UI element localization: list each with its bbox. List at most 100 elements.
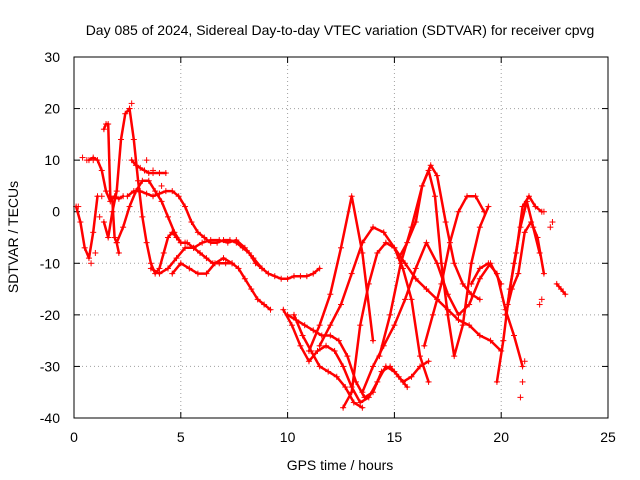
data-point — [128, 157, 135, 164]
data-point — [562, 291, 569, 298]
data-point — [511, 332, 518, 339]
data-point — [100, 219, 107, 226]
data-point — [288, 322, 295, 329]
data-point — [194, 229, 201, 236]
data-point — [338, 301, 344, 308]
data-point — [536, 249, 543, 256]
data-point — [412, 265, 419, 272]
data-point — [519, 363, 526, 370]
data-point — [184, 239, 191, 246]
data-point — [365, 280, 372, 287]
data-point — [376, 353, 383, 360]
series-track-1 — [74, 194, 99, 260]
data-point — [325, 368, 332, 375]
data-point — [109, 198, 116, 205]
data-point — [468, 280, 475, 287]
data-point — [530, 224, 537, 231]
series-track-3 — [102, 107, 187, 275]
data-point — [152, 188, 159, 195]
x-tick-label: 25 — [600, 429, 616, 445]
y-tick-label: -20 — [40, 307, 60, 323]
data-point — [553, 280, 560, 287]
data-point — [141, 167, 148, 174]
scatter-point — [96, 213, 103, 220]
data-point — [464, 193, 471, 200]
data-point — [444, 311, 451, 318]
data-point — [203, 270, 210, 277]
data-point — [122, 110, 129, 117]
data-point — [421, 342, 428, 349]
data-point — [291, 311, 298, 318]
data-point — [293, 317, 300, 324]
data-point — [357, 322, 364, 329]
data-point — [105, 121, 112, 128]
x-tick-label: 10 — [280, 429, 296, 445]
data-markers — [73, 100, 569, 411]
data-point — [395, 373, 402, 380]
data-point — [297, 342, 304, 349]
data-point — [331, 347, 338, 354]
data-point — [511, 260, 518, 267]
scatter-point — [92, 249, 99, 256]
data-point — [455, 208, 462, 215]
data-point — [323, 342, 330, 349]
data-point — [120, 224, 127, 231]
data-point — [502, 306, 509, 313]
data-point — [156, 270, 163, 277]
data-point — [525, 193, 532, 200]
data-series — [74, 107, 567, 409]
data-point — [357, 399, 364, 406]
data-point — [186, 265, 193, 272]
y-tick-label: 20 — [44, 101, 60, 117]
data-point — [350, 399, 357, 406]
x-tick-label: 5 — [177, 429, 185, 445]
data-point — [498, 280, 505, 287]
data-point — [425, 378, 432, 385]
data-point — [446, 239, 453, 246]
data-point — [335, 337, 342, 344]
data-point — [476, 224, 483, 231]
data-point — [147, 265, 154, 272]
data-point — [348, 193, 355, 200]
series-track-9 — [171, 256, 234, 275]
data-point — [515, 270, 522, 277]
data-point — [370, 363, 377, 370]
data-point — [444, 291, 451, 298]
data-point — [169, 188, 176, 195]
data-point — [98, 167, 105, 174]
data-point — [374, 378, 381, 385]
data-point — [370, 224, 377, 231]
data-point — [397, 260, 404, 267]
data-point — [132, 162, 139, 169]
data-point — [197, 249, 204, 256]
data-point — [267, 306, 274, 313]
data-point — [444, 306, 451, 313]
data-point — [156, 190, 163, 197]
scatter-point — [88, 260, 95, 267]
data-point — [150, 193, 157, 200]
data-point — [395, 255, 402, 262]
data-point — [417, 363, 424, 370]
data-point — [434, 172, 441, 179]
scatter-point — [540, 208, 547, 215]
data-point — [229, 260, 236, 267]
data-point — [517, 224, 524, 231]
data-point — [164, 234, 171, 241]
scatter-point — [90, 157, 97, 164]
data-point — [481, 208, 488, 215]
data-point — [380, 229, 387, 236]
data-point — [540, 270, 547, 277]
scatter-point — [98, 193, 105, 200]
series-track-19 — [423, 194, 486, 348]
data-point — [340, 404, 347, 411]
data-point — [258, 265, 265, 272]
data-point — [90, 229, 97, 236]
data-point — [476, 332, 483, 339]
data-point — [177, 260, 184, 267]
data-point — [158, 198, 165, 205]
data-point — [137, 188, 144, 195]
plot-frame — [73, 56, 609, 419]
data-point — [137, 164, 144, 171]
x-tick-label: 15 — [387, 429, 403, 445]
data-point — [425, 358, 432, 365]
